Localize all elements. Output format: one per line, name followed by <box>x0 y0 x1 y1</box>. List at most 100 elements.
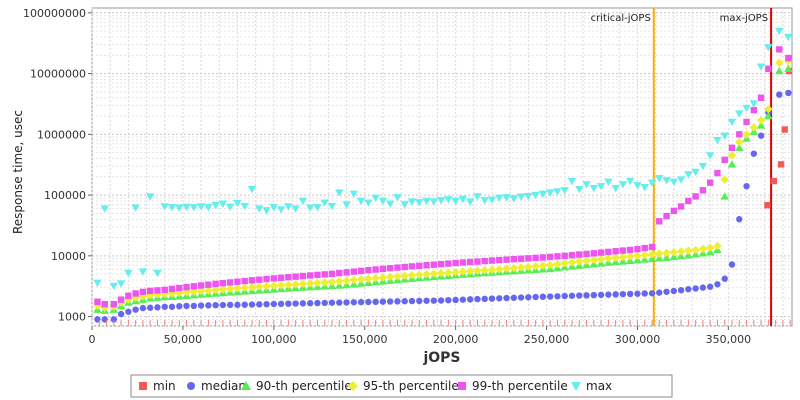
data-point <box>451 267 460 277</box>
data-point <box>416 262 423 270</box>
data-point <box>618 252 628 262</box>
data-point <box>451 197 460 206</box>
data-point <box>320 278 329 287</box>
data-point <box>713 137 722 145</box>
data-point <box>131 204 140 212</box>
data-point <box>327 202 337 211</box>
data-point <box>212 280 219 288</box>
data-point <box>408 263 416 270</box>
data-point <box>183 302 190 310</box>
data-point <box>401 298 408 305</box>
data-point <box>218 200 228 208</box>
data-point <box>618 181 628 189</box>
data-point <box>634 245 641 253</box>
data-point <box>225 284 235 294</box>
x-tick-label: 300,000 <box>615 333 661 346</box>
data-point <box>422 269 431 279</box>
data-point <box>342 201 351 209</box>
data-point <box>321 271 328 278</box>
data-point <box>269 281 279 290</box>
data-point <box>720 175 729 184</box>
data-point <box>386 298 394 305</box>
data-point <box>110 316 118 323</box>
data-point <box>321 299 328 307</box>
data-point <box>626 290 634 298</box>
data-point <box>132 306 139 313</box>
data-point <box>211 202 220 210</box>
data-point <box>698 162 708 171</box>
data-point <box>510 256 518 263</box>
data-point <box>189 287 199 296</box>
data-point <box>356 275 366 284</box>
x-tick-label: 350,000 <box>706 333 752 346</box>
data-point <box>596 182 606 191</box>
data-point <box>648 243 656 251</box>
data-point <box>625 177 635 186</box>
data-point <box>539 254 547 261</box>
data-point <box>189 204 199 212</box>
data-point <box>756 63 766 71</box>
data-point <box>343 299 350 306</box>
data-point <box>684 171 693 179</box>
data-point <box>167 204 177 212</box>
data-point <box>728 261 736 268</box>
data-point <box>117 296 125 303</box>
data-point <box>161 303 168 310</box>
data-point <box>757 94 765 101</box>
data-point <box>714 281 721 288</box>
data-point <box>655 249 664 258</box>
data-point <box>510 294 518 301</box>
data-point <box>125 292 132 299</box>
data-point <box>641 244 648 252</box>
data-point <box>676 247 686 256</box>
data-point <box>516 193 526 201</box>
data-point <box>743 182 750 190</box>
data-point <box>488 295 496 302</box>
data-point <box>408 297 416 305</box>
data-point <box>190 302 198 310</box>
data-point <box>785 89 792 97</box>
data-point <box>429 198 439 206</box>
data-point <box>263 275 270 283</box>
data-point <box>496 256 503 264</box>
data-point <box>168 285 176 293</box>
data-point <box>241 277 248 285</box>
data-point <box>277 300 285 308</box>
data-point <box>685 197 692 205</box>
data-point <box>176 303 183 310</box>
data-point <box>669 178 679 187</box>
data-point <box>743 118 750 126</box>
data-point <box>480 197 489 205</box>
data-point <box>784 33 793 42</box>
data-point <box>430 297 438 304</box>
data-point <box>357 298 365 306</box>
data-point <box>561 292 568 300</box>
data-point <box>539 293 547 300</box>
data-point <box>597 249 605 256</box>
data-point <box>145 193 155 201</box>
data-point <box>452 296 459 304</box>
data-point <box>248 301 256 308</box>
data-point <box>430 261 438 268</box>
data-point <box>612 248 619 255</box>
data-point <box>138 292 148 301</box>
data-point <box>619 247 627 254</box>
data-point <box>284 280 293 289</box>
data-point <box>691 168 700 177</box>
data-point <box>124 269 133 278</box>
data-point <box>545 260 555 270</box>
data-point <box>756 121 766 129</box>
data-point <box>445 260 452 267</box>
data-point <box>437 297 445 304</box>
data-point <box>167 289 177 298</box>
data-point <box>611 184 620 193</box>
data-point <box>364 199 373 207</box>
data-point <box>699 284 707 291</box>
legend-label: 95-th percentile <box>363 379 459 393</box>
data-point <box>727 160 737 168</box>
data-point <box>226 279 234 286</box>
data-point <box>197 302 205 309</box>
data-point <box>662 248 671 258</box>
data-point <box>525 255 532 262</box>
